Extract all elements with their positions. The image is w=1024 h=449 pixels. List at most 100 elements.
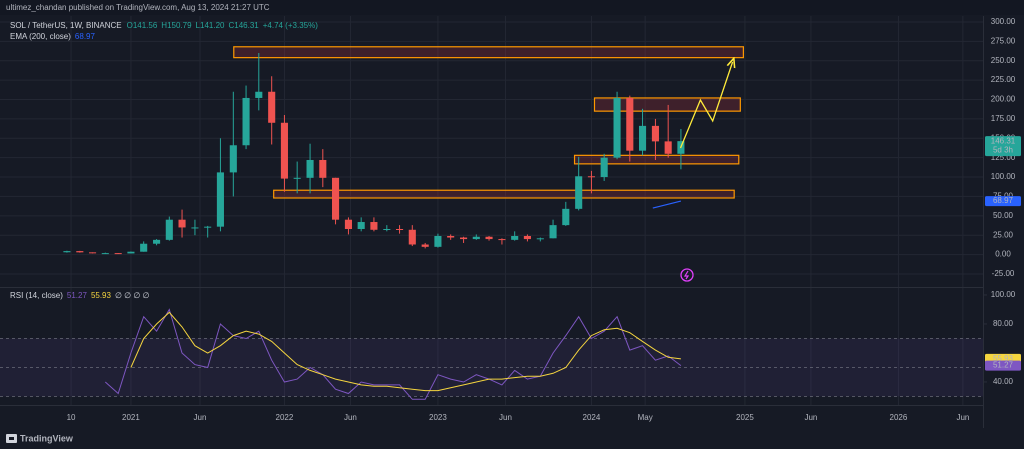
x-tick-label: Jun (956, 413, 969, 422)
candle-body (549, 225, 557, 239)
candle-body (332, 177, 340, 220)
publisher-bar (0, 0, 1024, 15)
x-tick-label: Jun (194, 413, 207, 422)
logo-text: TradingView (20, 433, 74, 443)
candle-body (638, 125, 647, 151)
y-tick-label: 50.00 (993, 211, 1014, 220)
x-tick-label: 2022 (276, 413, 294, 422)
candle-body (383, 229, 391, 231)
x-tick-label: Jun (344, 413, 357, 422)
projection-arrow (679, 62, 733, 149)
ema-badge: 68.97 (993, 196, 1014, 205)
candle-body (255, 91, 263, 98)
candle-body (408, 229, 416, 245)
rsi-tick-label: 40.00 (993, 377, 1014, 386)
quote: H150.79 (161, 21, 192, 30)
x-tick-label: Jun (499, 413, 512, 422)
rsi-badge: 51.27 (993, 361, 1014, 370)
candle-body (242, 97, 250, 146)
legend-ema: EMA (200, close) 68.97 (10, 32, 95, 41)
y-tick-label: 75.00 (993, 192, 1014, 201)
candle-body (575, 176, 583, 209)
candle-body (140, 243, 148, 252)
legend-rsi: RSI (14, close) 51.27 55.93 ∅ ∅ ∅ ∅ (10, 291, 150, 300)
x-tick-label: 10 (67, 413, 76, 422)
candle-body (319, 159, 327, 178)
rsi-ma-badge: 55.93 (993, 354, 1014, 363)
candle-body (89, 252, 97, 254)
rsi-line (104, 308, 682, 400)
y-tick-label: 225.00 (991, 75, 1016, 84)
rsi-tick-label: 100.00 (991, 290, 1016, 299)
price-badge-countdown: 5d 3h (993, 145, 1013, 154)
candle-body (280, 122, 288, 179)
candle-body (204, 226, 212, 228)
candle-body (523, 235, 531, 240)
ema-badge-bg (985, 196, 1021, 207)
quote: O141.56 (127, 21, 158, 30)
candle-body (370, 222, 378, 230)
rsi-ma-line (130, 311, 681, 392)
candle-body (447, 235, 455, 238)
candle-body (268, 91, 276, 123)
y-tick-label: -25.00 (992, 269, 1015, 278)
candle-body (511, 235, 519, 240)
candle-body (76, 251, 84, 253)
candle-body (293, 177, 301, 179)
candle-body (651, 125, 659, 142)
x-tick-label: 2023 (429, 413, 447, 422)
price-badge: 146.31 (991, 136, 1016, 145)
y-tick-label: 100.00 (991, 172, 1016, 181)
candle-body (613, 97, 621, 158)
quote: C146.31 (228, 21, 259, 30)
candle-body (587, 176, 595, 178)
x-tick-label: 2025 (736, 413, 754, 422)
alert-icon[interactable] (680, 268, 694, 282)
candle-body (562, 208, 570, 226)
axes: 10 2021 Jun 2022 Jun 2023 Jun 2024 May 2025 Jun 202… (67, 17, 1021, 422)
candle-body (485, 236, 493, 240)
candle-body (396, 229, 404, 231)
x-tick-label: Jun (804, 413, 817, 422)
zone (573, 154, 740, 165)
y-tick-label: 275.00 (991, 36, 1016, 45)
rsi-value: 51.27 (67, 291, 88, 300)
candle-body (178, 219, 186, 228)
candle-body (101, 253, 109, 255)
candle-body (357, 222, 365, 230)
x-tick-label: 2026 (890, 413, 908, 422)
publisher: ultimez_chandan published on TradingView… (6, 3, 270, 12)
plot (63, 46, 744, 400)
grid (0, 16, 983, 405)
y-tick-label: 250.00 (991, 56, 1016, 65)
x-tick-label: 2021 (122, 413, 140, 422)
candle-body (434, 235, 442, 247)
candle-body (600, 157, 608, 178)
candle-body (664, 141, 672, 154)
candle-body (626, 97, 634, 151)
rsi-tick-label: 80.00 (993, 319, 1014, 328)
y-tick-label: 200.00 (991, 95, 1016, 104)
y-tick-label: 300.00 (991, 17, 1016, 26)
candle-body (153, 239, 161, 244)
candle-body (229, 145, 237, 173)
y-tick-label: 175.00 (991, 114, 1016, 123)
ema-line (652, 200, 682, 209)
rsi-ma-value: 55.93 (91, 291, 112, 300)
rsi-extras: ∅ ∅ ∅ ∅ (115, 291, 150, 300)
price-badge-bg (985, 136, 1021, 157)
y-tick-label: 125.00 (991, 153, 1016, 162)
x-tick-label: 2024 (583, 413, 601, 422)
rsi-name: RSI (14, close) (10, 291, 63, 300)
y-tick-label: 25.00 (993, 230, 1014, 239)
candle-body (344, 219, 352, 230)
x-tick-label: May (638, 413, 653, 422)
legend-main: SOL / TetherUS, 1W, BINANCE O141.56 H150.7… (10, 21, 318, 30)
ema-value: 68.97 (75, 32, 96, 41)
candle-body (536, 238, 544, 240)
candle-body (460, 237, 468, 240)
candle-body (63, 251, 71, 253)
rsi-badge-bg (985, 360, 1021, 371)
candle-body (421, 244, 429, 247)
